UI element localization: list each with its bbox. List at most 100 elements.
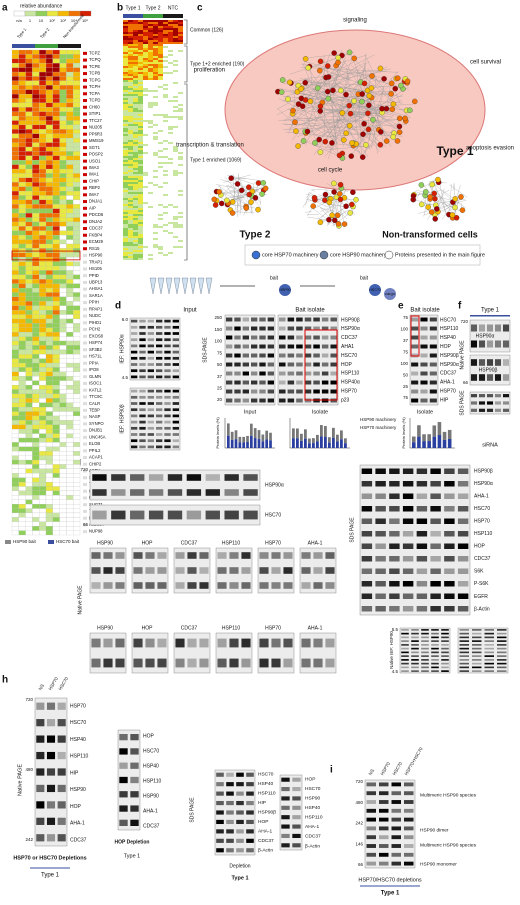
label: CDC37 bbox=[305, 834, 321, 840]
heat-cell bbox=[178, 92, 183, 94]
band bbox=[92, 474, 107, 481]
heat-cell bbox=[138, 98, 143, 100]
heat-cell bbox=[153, 22, 158, 24]
heat-cell bbox=[25, 257, 33, 262]
band bbox=[131, 395, 138, 399]
heat-cell bbox=[133, 228, 138, 230]
heat-cell bbox=[11, 459, 19, 465]
label: 10³ bbox=[60, 18, 66, 23]
heat-cell bbox=[163, 64, 168, 66]
heat-cell bbox=[52, 63, 60, 68]
heat-cell bbox=[173, 138, 178, 140]
heat-cell bbox=[59, 442, 67, 447]
band bbox=[147, 402, 154, 405]
heat-cell bbox=[66, 155, 74, 161]
heat-cell bbox=[45, 199, 53, 205]
heat-cell bbox=[138, 220, 143, 222]
band bbox=[431, 659, 439, 661]
heat-cell bbox=[143, 206, 148, 208]
band bbox=[391, 782, 401, 787]
band bbox=[131, 420, 138, 424]
heat-cell bbox=[123, 160, 128, 162]
heat-cell bbox=[32, 486, 40, 492]
heat-cell bbox=[133, 30, 138, 32]
heat-cell bbox=[128, 86, 133, 88]
heat-cell bbox=[59, 54, 67, 59]
heat-cell bbox=[143, 182, 148, 184]
band bbox=[241, 582, 251, 589]
band bbox=[167, 489, 183, 496]
heat-cell bbox=[25, 111, 33, 117]
band bbox=[296, 344, 303, 349]
heat-cell bbox=[148, 226, 153, 228]
band bbox=[287, 380, 295, 385]
heat-cell bbox=[163, 254, 168, 256]
band bbox=[321, 353, 329, 358]
heat-cell bbox=[143, 24, 148, 26]
node bbox=[317, 67, 323, 74]
heat-cell bbox=[148, 118, 153, 120]
heat-cell bbox=[45, 310, 53, 315]
gene-tick bbox=[83, 354, 87, 358]
node bbox=[329, 140, 335, 146]
gene-tick bbox=[83, 294, 87, 298]
heat-cell bbox=[163, 100, 168, 102]
heat-cell bbox=[178, 192, 183, 194]
heat-cell bbox=[66, 287, 74, 293]
band bbox=[441, 659, 449, 661]
heat-cell bbox=[123, 168, 128, 170]
tube bbox=[189, 277, 197, 295]
heat-cell bbox=[59, 314, 67, 320]
heat-cell bbox=[25, 429, 33, 434]
heat-cell bbox=[123, 66, 128, 68]
heat-cell bbox=[128, 164, 133, 166]
band bbox=[226, 371, 233, 376]
gene-tick bbox=[83, 503, 87, 507]
gene-tick bbox=[83, 267, 87, 271]
band bbox=[172, 402, 179, 405]
band bbox=[472, 670, 482, 672]
group-bar bbox=[12, 44, 35, 48]
band bbox=[431, 666, 439, 669]
heat-cell bbox=[163, 222, 168, 224]
band bbox=[366, 835, 376, 840]
gene-tick bbox=[83, 361, 87, 365]
gene-label: IMA3 bbox=[89, 165, 99, 170]
heat-cell bbox=[133, 142, 138, 144]
heat-cell bbox=[143, 248, 148, 250]
heat-cell bbox=[168, 32, 173, 34]
edge bbox=[423, 200, 428, 217]
heat-cell bbox=[178, 62, 183, 64]
heat-cell bbox=[18, 490, 26, 496]
band bbox=[411, 640, 419, 642]
heat-cell bbox=[133, 222, 138, 224]
node bbox=[216, 189, 222, 195]
heat-cell bbox=[178, 166, 183, 168]
heat-cell bbox=[11, 380, 19, 386]
band bbox=[330, 389, 337, 394]
heat-cell bbox=[143, 164, 148, 166]
heat-cell bbox=[178, 240, 183, 242]
heat-cell bbox=[163, 46, 168, 48]
heat-cell bbox=[66, 93, 74, 99]
heat-cell bbox=[52, 89, 60, 95]
band bbox=[502, 408, 510, 412]
band bbox=[313, 380, 320, 385]
edge bbox=[346, 67, 360, 146]
heat-cell bbox=[45, 354, 53, 359]
heat-cell bbox=[163, 214, 168, 216]
heat-cell bbox=[11, 340, 19, 346]
heat-cell bbox=[73, 111, 81, 117]
band bbox=[217, 552, 227, 559]
label: HSP90 bbox=[279, 288, 290, 292]
heat-cell bbox=[32, 362, 40, 368]
heat-cell bbox=[163, 20, 168, 22]
heat-cell bbox=[123, 136, 128, 138]
highlight bbox=[410, 315, 420, 357]
heat-cell bbox=[173, 64, 178, 66]
heat-cell bbox=[168, 246, 173, 248]
heat-cell bbox=[25, 384, 33, 390]
band bbox=[411, 632, 419, 635]
heat-cell bbox=[25, 265, 33, 271]
heat-cell bbox=[25, 142, 33, 148]
